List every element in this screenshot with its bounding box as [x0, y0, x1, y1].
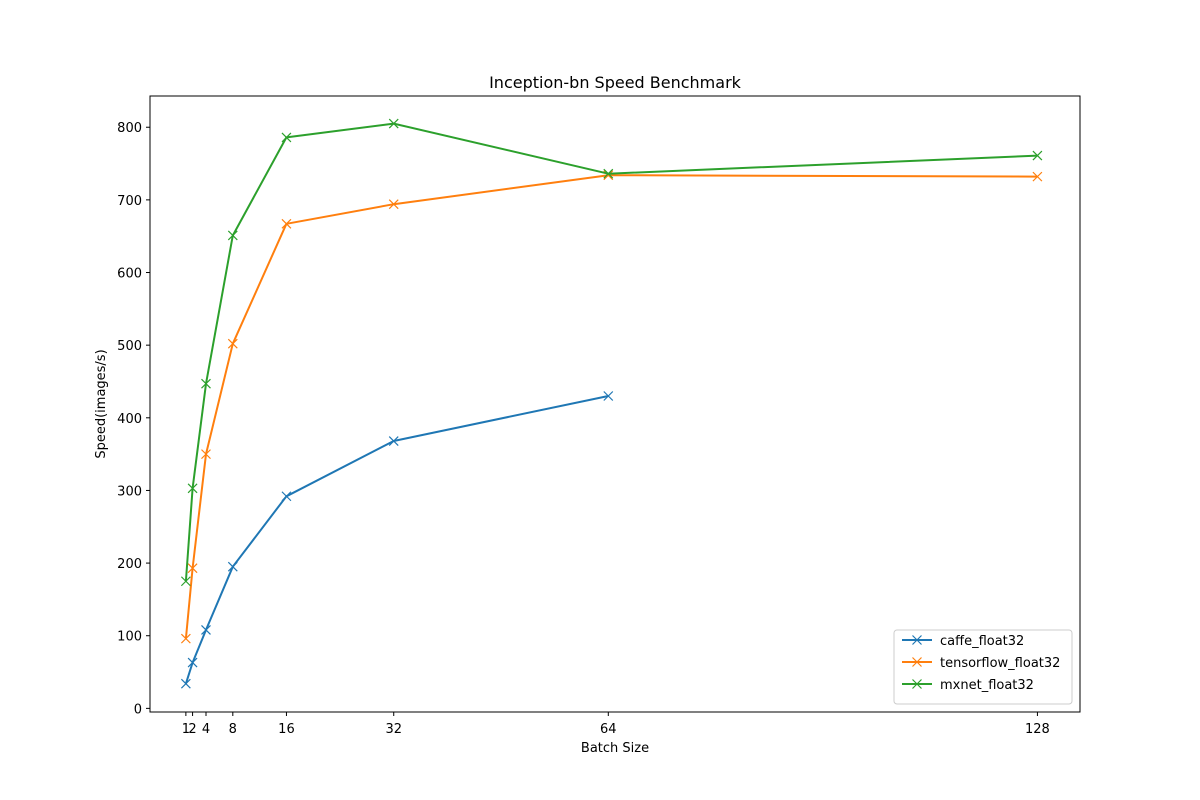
x-axis: 12 4 8 16 32 64 128	[182, 712, 1050, 737]
y-tick-label: 100	[117, 630, 142, 645]
y-tick-label: 500	[117, 339, 142, 354]
x-tick-label: 1	[182, 722, 190, 737]
data-point	[388, 199, 399, 210]
legend-item: tensorflow_float32	[902, 656, 1060, 671]
data-point	[1032, 171, 1043, 182]
data-point	[227, 230, 238, 241]
x-tick-label: 8	[229, 722, 237, 737]
y-tick-label: 300	[117, 484, 142, 499]
legend-box	[893, 629, 1073, 705]
chart-title: Inception-bn Speed Benchmark	[489, 73, 742, 92]
data-point	[227, 561, 238, 572]
legend-marker	[912, 657, 922, 667]
data-point	[187, 563, 198, 574]
data-point	[281, 132, 292, 143]
y-tick-label: 400	[117, 412, 142, 427]
data-point	[201, 624, 211, 635]
data-point	[603, 168, 614, 179]
legend-label: mxnet_float32	[940, 678, 1034, 693]
series-caffe_float32	[180, 391, 614, 689]
data-point	[180, 576, 191, 587]
legend-label: caffe_float32	[940, 634, 1024, 649]
x-tick-label: 64	[600, 722, 617, 737]
legend-item: mxnet_float32	[902, 678, 1034, 693]
data-point	[388, 436, 399, 446]
plot-area-frame	[149, 95, 1081, 713]
legend-marker	[912, 635, 922, 645]
y-tick-label: 0	[134, 702, 142, 717]
legend: caffe_float32 tensorflow_float32 mxnet_flo…	[893, 629, 1073, 705]
data-point	[1032, 150, 1043, 161]
series-line	[184, 174, 1038, 639]
series-line	[184, 122, 1038, 582]
legend-item: caffe_float32	[902, 634, 1024, 649]
x-tick-label: 32	[385, 722, 402, 737]
data-point	[201, 378, 211, 389]
data-point	[187, 657, 198, 668]
data-point	[180, 633, 191, 644]
y-tick-label: 700	[117, 194, 142, 209]
x-tick-label: 4	[202, 722, 210, 737]
data-point	[603, 391, 614, 401]
data-point	[281, 218, 292, 229]
legend-label: tensorflow_float32	[940, 656, 1060, 671]
data-point	[201, 449, 211, 460]
y-axis: 0 100 200 300 400 500 600 700 800	[117, 121, 150, 717]
y-axis-label: Speed(images/s)	[94, 349, 109, 458]
legend-marker	[912, 679, 922, 689]
series-mxnet_float32	[180, 118, 1043, 587]
y-tick-label: 200	[117, 557, 142, 572]
series-tensorflow_float32	[180, 170, 1043, 644]
x-tick-label: 2	[188, 722, 196, 737]
y-tick-label: 800	[117, 121, 142, 136]
x-tick-label: 128	[1025, 722, 1050, 737]
data-point	[187, 483, 198, 494]
x-axis-label: Batch Size	[581, 741, 649, 756]
data-point	[180, 678, 191, 689]
y-tick-label: 600	[117, 267, 142, 282]
data-point	[281, 491, 292, 502]
data-point	[388, 118, 399, 129]
data-point	[227, 338, 238, 349]
series-layer	[180, 118, 1043, 689]
x-tick-label: 16	[278, 722, 295, 737]
